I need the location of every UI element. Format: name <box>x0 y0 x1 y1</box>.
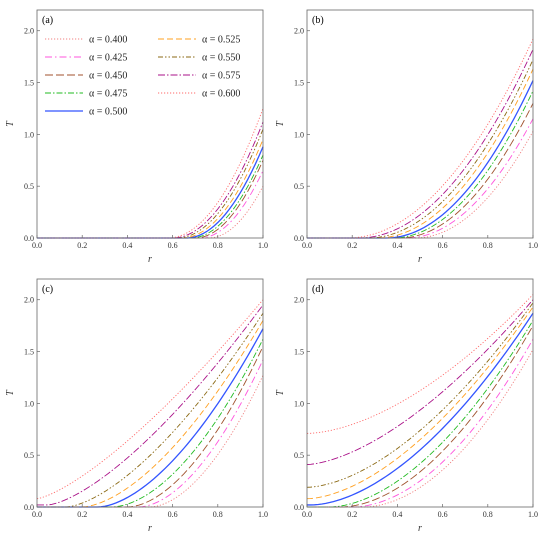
x-tick-label: 0.2 <box>347 510 357 519</box>
series-line-panel-3-1 <box>37 375 264 508</box>
y-tick-label: 0.0 <box>24 234 34 243</box>
y-tick-label: 1.5 <box>24 79 34 88</box>
plot-frame-4 <box>306 278 534 508</box>
series-line-panel-4-2 <box>307 338 534 508</box>
x-tick-label: 0.4 <box>392 241 402 250</box>
x-tick-label: 0.2 <box>77 241 87 250</box>
x-tick-label: 0.0 <box>32 241 42 250</box>
x-tick-label: 1.0 <box>258 510 268 519</box>
panel-label: (c) <box>42 284 53 295</box>
y-tick-label: 2.0 <box>24 296 34 305</box>
x-tick-label: 0.2 <box>77 510 87 519</box>
series-line-panel-2-2 <box>307 118 534 239</box>
x-tick-label: 1.0 <box>528 241 538 250</box>
y-axis-label: T <box>5 389 16 396</box>
legend-entry-6: α = 0.525 <box>202 35 240 46</box>
series-line-panel-2-3 <box>307 103 534 239</box>
plot-frame-2 <box>306 9 534 239</box>
series-line-panel-4-8 <box>306 299 534 465</box>
y-tick-label: 2.0 <box>294 296 304 305</box>
series-line-panel-4-1 <box>307 349 534 508</box>
panel-label: (a) <box>42 15 53 26</box>
x-tick-label: 0.0 <box>32 510 42 519</box>
x-axis-label: r <box>148 523 152 534</box>
x-tick-label: 0.8 <box>213 510 223 519</box>
x-tick-label: 0.6 <box>438 510 448 519</box>
y-tick-label: 0.5 <box>294 451 304 460</box>
x-tick-label: 0.6 <box>168 241 178 250</box>
x-tick-label: 0.4 <box>392 510 402 519</box>
series-line-panel-3-5 <box>37 328 264 508</box>
x-tick-label: 0.0 <box>302 510 312 519</box>
series-line-panel-3-7 <box>37 312 264 508</box>
x-tick-label: 0.4 <box>122 241 132 250</box>
series-line-panel-2-9 <box>307 38 534 239</box>
legend-entry-1: α = 0.400 <box>89 35 127 46</box>
series-line-panel-1-5 <box>37 146 264 239</box>
series-line-panel-4-5 <box>307 312 534 506</box>
x-tick-label: 0.0 <box>302 241 312 250</box>
series-line-panel-3-3 <box>37 346 264 508</box>
series-line-panel-3-9 <box>36 299 264 500</box>
x-tick-label: 0.6 <box>168 510 178 519</box>
series-line-panel-1-2 <box>37 170 264 239</box>
y-tick-label: 0.0 <box>294 503 304 512</box>
series-line-panel-4-9 <box>306 294 534 434</box>
y-tick-label: 0.5 <box>294 182 304 191</box>
legend-entry-8: α = 0.575 <box>202 71 240 82</box>
y-axis-label: T <box>275 120 286 127</box>
series-line-panel-4-4 <box>307 320 534 508</box>
y-tick-label: 1.5 <box>294 79 304 88</box>
series-line-panel-2-7 <box>307 59 534 239</box>
x-tick-label: 0.6 <box>438 241 448 250</box>
y-tick-label: 1.0 <box>294 399 304 408</box>
y-tick-label: 1.5 <box>294 348 304 357</box>
panel-label: (d) <box>312 284 324 295</box>
y-tick-label: 2.0 <box>294 27 304 36</box>
series-line-panel-2-4 <box>307 90 534 239</box>
y-tick-label: 1.0 <box>294 130 304 139</box>
x-axis-label: r <box>148 254 152 265</box>
series-line-panel-1-6 <box>37 139 264 239</box>
series-line-panel-4-7 <box>306 302 534 488</box>
series-line-panel-3-8 <box>37 304 264 506</box>
plot-frame-1 <box>36 9 264 239</box>
series-line-panel-4-6 <box>306 306 534 500</box>
y-tick-label: 1.0 <box>24 399 34 408</box>
y-axis-label: T <box>275 389 286 396</box>
y-tick-label: 0.0 <box>24 503 34 512</box>
y-tick-label: 2.0 <box>24 27 34 36</box>
series-line-panel-1-4 <box>37 154 264 239</box>
series-line-panel-2-1 <box>307 131 534 239</box>
x-tick-label: 0.8 <box>483 510 493 519</box>
y-tick-label: 1.0 <box>24 130 34 139</box>
x-tick-label: 1.0 <box>258 241 268 250</box>
series-line-panel-1-3 <box>37 160 264 239</box>
panel-label: (b) <box>312 15 324 26</box>
x-tick-label: 0.8 <box>483 241 493 250</box>
series-line-panel-1-8 <box>37 121 264 239</box>
legend-entry-9: α = 0.600 <box>202 89 240 100</box>
legend-entry-4: α = 0.475 <box>89 89 127 100</box>
y-axis-label: T <box>5 120 16 127</box>
x-tick-label: 0.8 <box>213 241 223 250</box>
y-tick-label: 0.5 <box>24 182 34 191</box>
series-line-panel-1-1 <box>37 185 264 239</box>
x-axis-label: r <box>418 254 422 265</box>
x-tick-label: 0.2 <box>347 241 357 250</box>
legend-entry-3: α = 0.450 <box>89 71 127 82</box>
y-tick-label: 1.5 <box>24 348 34 357</box>
legend-entry-2: α = 0.425 <box>89 53 127 64</box>
legend-entry-7: α = 0.550 <box>202 53 240 64</box>
x-axis-label: r <box>418 523 422 534</box>
x-tick-label: 0.4 <box>122 510 132 519</box>
plot-frame-3 <box>36 278 264 508</box>
x-tick-label: 1.0 <box>528 510 538 519</box>
y-tick-label: 0.0 <box>294 234 304 243</box>
legend-entry-5: α = 0.500 <box>89 107 127 118</box>
series-line-panel-3-2 <box>37 359 264 508</box>
y-tick-label: 0.5 <box>24 451 34 460</box>
